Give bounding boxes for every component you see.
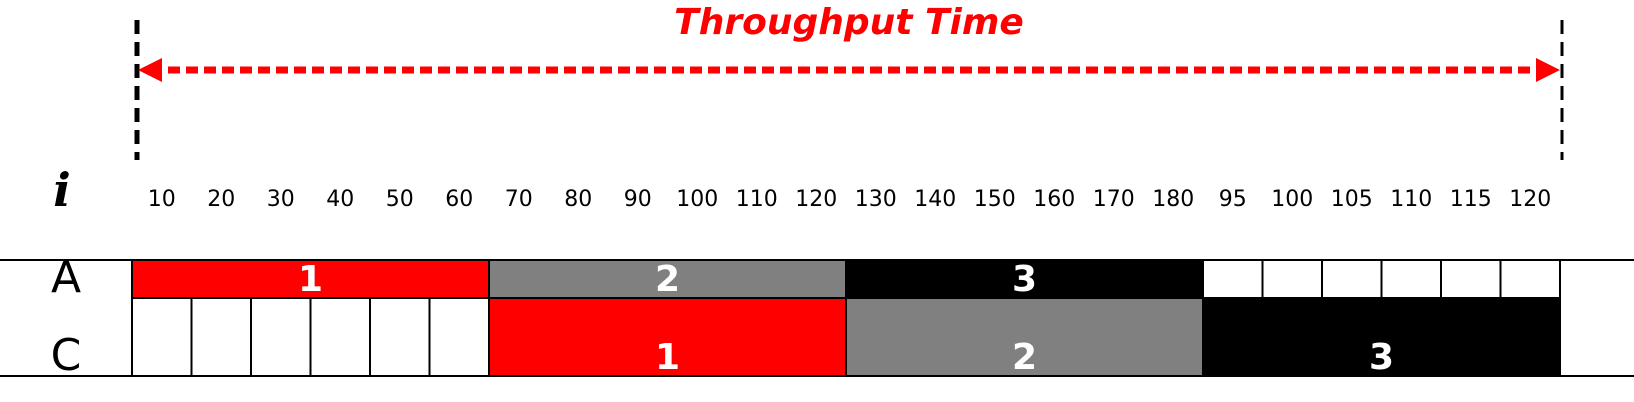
empty-cell — [428, 297, 490, 377]
tick-label: 30 — [267, 187, 295, 212]
empty-cell — [309, 297, 371, 377]
throughput-title: Throughput Time — [674, 2, 1024, 43]
empty-cell — [131, 297, 193, 377]
column-header-i: i — [53, 163, 70, 217]
tick-label: 150 — [974, 187, 1016, 212]
row-label: C — [51, 330, 82, 381]
empty-cell — [1261, 259, 1323, 299]
empty-cell — [1380, 259, 1442, 299]
job-block-label: 2 — [655, 259, 680, 300]
tick-label: 180 — [1152, 187, 1194, 212]
tick-label: 60 — [445, 187, 473, 212]
tick-label: 115 — [1450, 187, 1492, 212]
job-block — [1202, 297, 1561, 377]
tick-label: 170 — [1093, 187, 1135, 212]
job-block-label: 1 — [298, 259, 323, 300]
job-block — [488, 297, 847, 377]
tick-label: 120 — [795, 187, 837, 212]
tick-label: 160 — [1033, 187, 1075, 212]
empty-cell — [369, 297, 431, 377]
tick-label: 130 — [855, 187, 897, 212]
empty-cell — [250, 297, 312, 377]
tick-label: 10 — [148, 187, 176, 212]
tick-label: 95 — [1219, 187, 1247, 212]
tick-label: 120 — [1509, 187, 1551, 212]
schedule-grid: 1 2 3 1 2 3 — [0, 259, 1634, 378]
row-label: A — [51, 252, 81, 303]
tick-label: 105 — [1331, 187, 1373, 212]
row-labels: AC — [51, 252, 82, 381]
empty-cell — [1202, 259, 1264, 299]
tick-label: 70 — [505, 187, 533, 212]
tick-label: 80 — [564, 187, 592, 212]
empty-cell — [1321, 259, 1383, 299]
job-block-label: 1 — [655, 337, 680, 378]
tick-labels: 10 20 30 40 50 60 70 80 90 100 110 120 130 140 150 160 1… — [148, 187, 1552, 212]
tick-label: 50 — [386, 187, 414, 212]
tick-label: 110 — [736, 187, 778, 212]
job-block — [845, 259, 1204, 299]
job-block-label: 3 — [1012, 259, 1037, 300]
job-block-label: 3 — [1369, 337, 1394, 378]
tick-label: 100 — [1271, 187, 1313, 212]
job-block-label: 2 — [1012, 337, 1037, 378]
empty-cell — [190, 297, 252, 377]
tick-label: 110 — [1390, 187, 1432, 212]
tick-label: 40 — [326, 187, 354, 212]
empty-cell — [1499, 259, 1561, 299]
tick-label: 140 — [914, 187, 956, 212]
empty-cell — [1440, 259, 1502, 299]
tick-label: 100 — [676, 187, 718, 212]
arrow-head-right — [1536, 58, 1560, 82]
arrow-head-left — [138, 58, 162, 82]
tick-label: 20 — [207, 187, 235, 212]
tick-label: 90 — [624, 187, 652, 212]
